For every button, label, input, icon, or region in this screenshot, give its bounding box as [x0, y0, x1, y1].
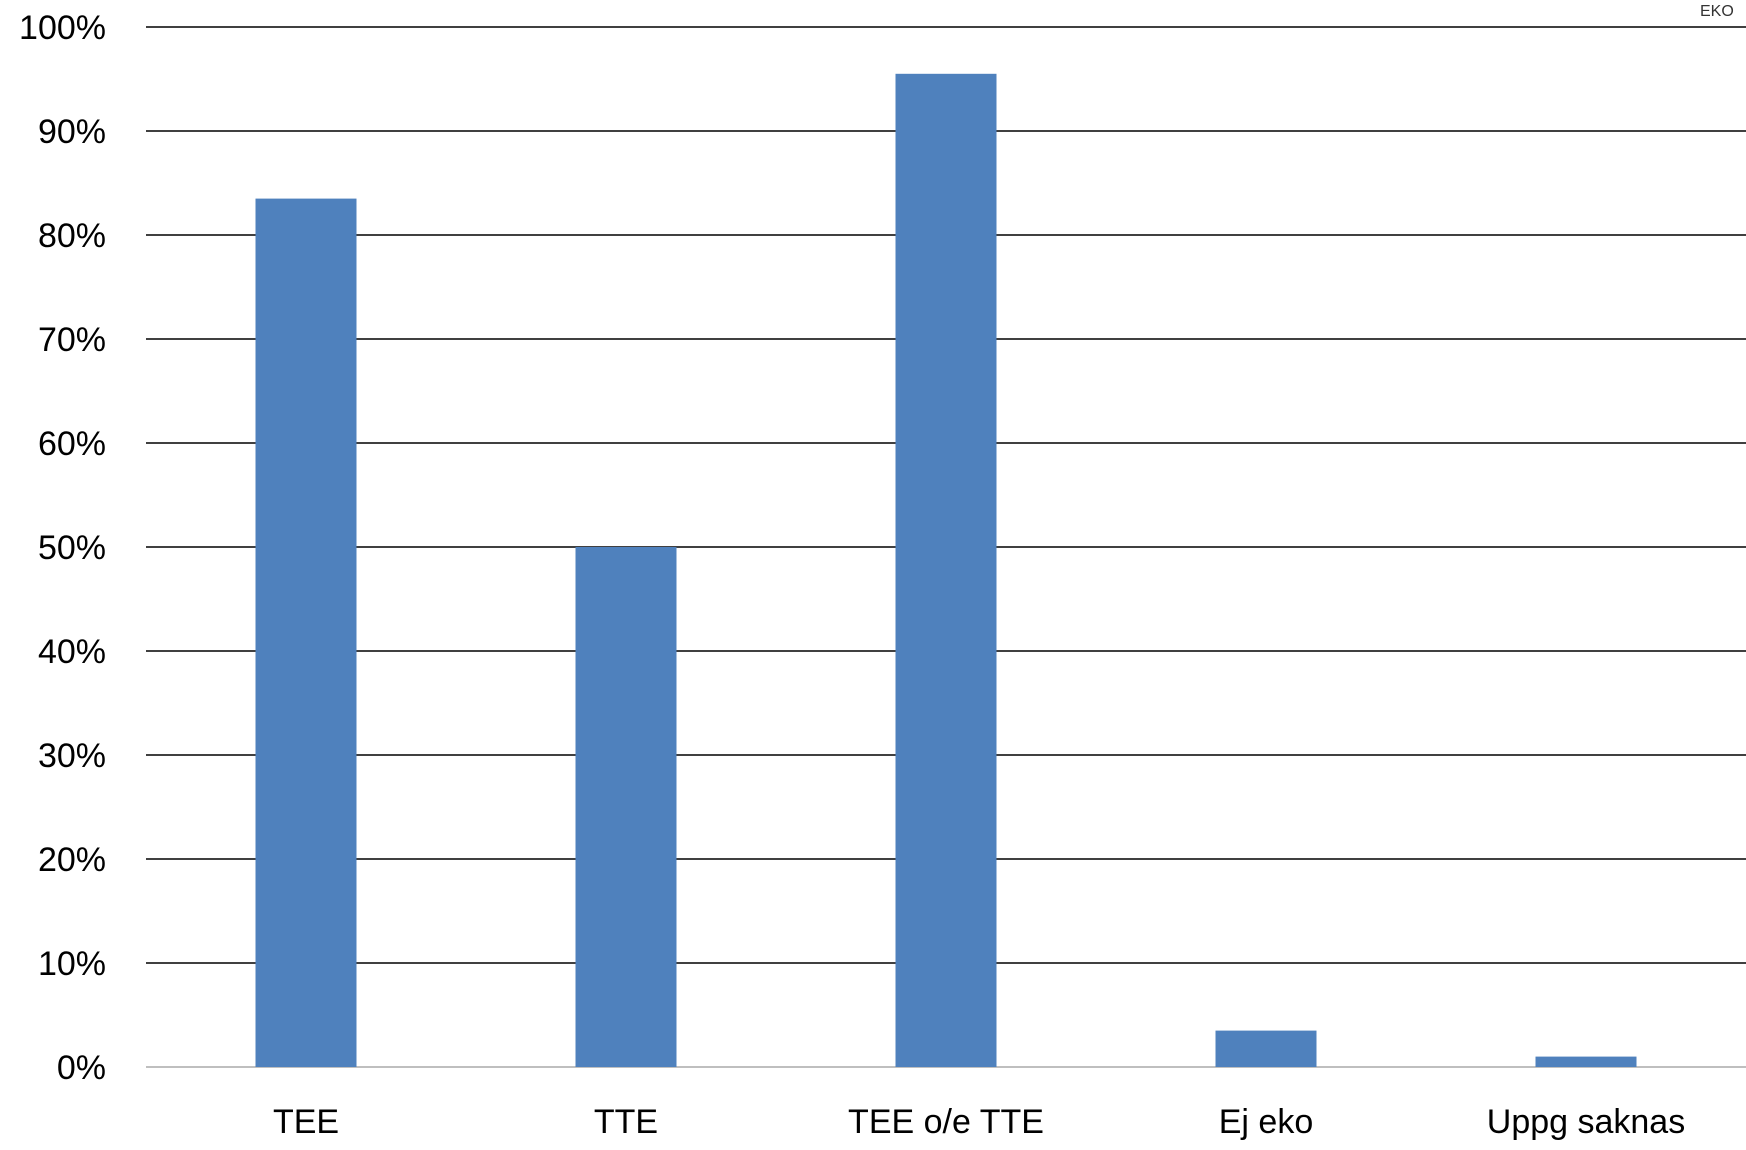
y-tick-label: 70% — [38, 321, 106, 359]
x-tick-label: TEE o/e TTE — [848, 1103, 1044, 1141]
y-tick-label: 20% — [38, 841, 106, 879]
y-tick-label: 30% — [38, 737, 106, 775]
bar — [255, 198, 357, 1068]
x-axis-tick-labels: TEE TTE TEE o/e TTE Ej eko Uppg saknas — [273, 1103, 1685, 1141]
bars — [255, 73, 1637, 1068]
y-tick-label: 40% — [38, 633, 106, 671]
y-tick-label: 100% — [19, 9, 106, 47]
y-tick-label: 10% — [38, 945, 106, 983]
bar — [1215, 1030, 1317, 1067]
x-tick-label: TEE — [273, 1103, 339, 1141]
bar — [895, 73, 997, 1068]
bar — [1535, 1056, 1637, 1067]
y-tick-label: 90% — [38, 113, 106, 151]
y-tick-label: 80% — [38, 217, 106, 255]
bar — [575, 547, 677, 1067]
y-axis-tick-labels: 0% 10% 20% 30% 40% 50% 60% 70% 80% 90% 100% — [19, 9, 106, 1087]
y-tick-label: 50% — [38, 529, 106, 567]
y-tick-label: 60% — [38, 425, 106, 463]
x-tick-label: TTE — [594, 1103, 658, 1141]
x-tick-label: Ej eko — [1219, 1103, 1314, 1141]
y-tick-label: 0% — [57, 1049, 106, 1087]
corner-logo-fragment: EKO — [1700, 3, 1734, 20]
x-tick-label: Uppg saknas — [1487, 1103, 1685, 1141]
